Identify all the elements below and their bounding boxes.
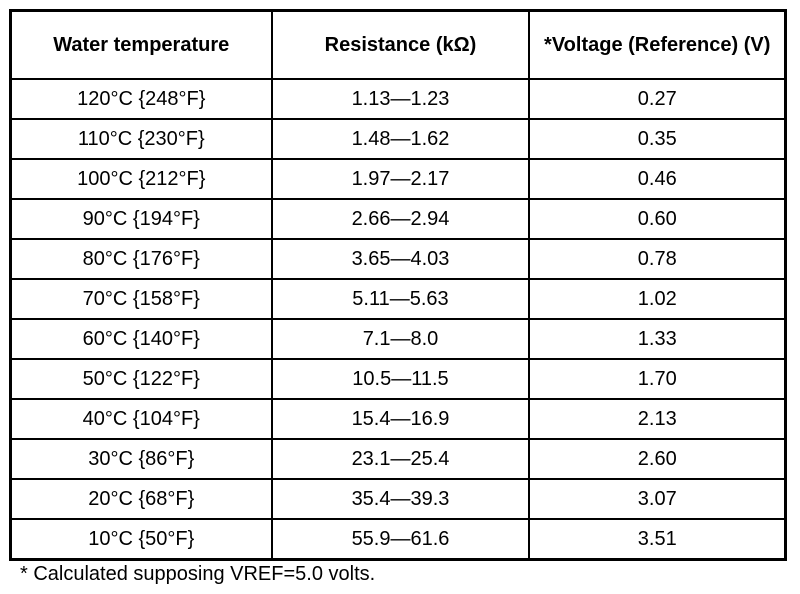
table-row: 30°C {86°F} 23.1—25.4 2.60 xyxy=(9,438,787,480)
resistance-cell: 1.97—2.17 xyxy=(270,158,531,200)
header-resistance: Resistance (kΩ) xyxy=(270,9,531,80)
temperature-cell: 10°C {50°F} xyxy=(9,518,273,561)
table-row: 100°C {212°F} 1.97—2.17 0.46 xyxy=(9,158,787,200)
footnote: * Calculated supposing VREF=5.0 volts. xyxy=(20,563,376,585)
voltage-cell: 0.78 xyxy=(528,238,787,280)
table-row: 40°C {104°F} 15.4—16.9 2.13 xyxy=(9,398,787,440)
resistance-cell: 35.4—39.3 xyxy=(270,478,531,520)
table-row: 20°C {68°F} 35.4—39.3 3.07 xyxy=(9,478,787,520)
table-row: 80°C {176°F} 3.65—4.03 0.78 xyxy=(9,238,787,280)
table-row: 50°C {122°F} 10.5—11.5 1.70 xyxy=(9,358,787,400)
header-row: Water temperature Resistance (kΩ) *Volta… xyxy=(9,9,787,80)
voltage-cell: 0.46 xyxy=(528,158,787,200)
resistance-cell: 10.5—11.5 xyxy=(270,358,531,400)
voltage-cell: 0.35 xyxy=(528,118,787,160)
temperature-cell: 120°C {248°F} xyxy=(9,78,273,120)
header-water-temperature: Water temperature xyxy=(9,9,273,80)
temperature-cell: 40°C {104°F} xyxy=(9,398,273,440)
voltage-cell: 2.60 xyxy=(528,438,787,480)
resistance-cell: 2.66—2.94 xyxy=(270,198,531,240)
table-row: 90°C {194°F} 2.66—2.94 0.60 xyxy=(9,198,787,240)
resistance-cell: 55.9—61.6 xyxy=(270,518,531,561)
resistance-cell: 15.4—16.9 xyxy=(270,398,531,440)
header-voltage: *Voltage (Reference) (V) xyxy=(528,9,787,80)
temperature-cell: 110°C {230°F} xyxy=(9,118,273,160)
temperature-cell: 70°C {158°F} xyxy=(9,278,273,320)
voltage-cell: 0.60 xyxy=(528,198,787,240)
resistance-table: Water temperature Resistance (kΩ) *Volta… xyxy=(9,9,787,561)
table-row: 60°C {140°F} 7.1—8.0 1.33 xyxy=(9,318,787,360)
table-row: 10°C {50°F} 55.9—61.6 3.51 xyxy=(9,518,787,561)
temperature-cell: 80°C {176°F} xyxy=(9,238,273,280)
voltage-cell: 1.02 xyxy=(528,278,787,320)
voltage-cell: 2.13 xyxy=(528,398,787,440)
table-row: 120°C {248°F} 1.13—1.23 0.27 xyxy=(9,78,787,120)
resistance-cell: 5.11—5.63 xyxy=(270,278,531,320)
table-row: 110°C {230°F} 1.48—1.62 0.35 xyxy=(9,118,787,160)
temperature-cell: 90°C {194°F} xyxy=(9,198,273,240)
resistance-cell: 7.1—8.0 xyxy=(270,318,531,360)
temperature-cell: 100°C {212°F} xyxy=(9,158,273,200)
resistance-cell: 23.1—25.4 xyxy=(270,438,531,480)
resistance-cell: 1.13—1.23 xyxy=(270,78,531,120)
voltage-cell: 3.51 xyxy=(528,518,787,561)
temperature-cell: 20°C {68°F} xyxy=(9,478,273,520)
resistance-cell: 1.48—1.62 xyxy=(270,118,531,160)
resistance-cell: 3.65—4.03 xyxy=(270,238,531,280)
voltage-cell: 3.07 xyxy=(528,478,787,520)
voltage-cell: 0.27 xyxy=(528,78,787,120)
temperature-cell: 50°C {122°F} xyxy=(9,358,273,400)
voltage-cell: 1.70 xyxy=(528,358,787,400)
temperature-cell: 30°C {86°F} xyxy=(9,438,273,480)
voltage-cell: 1.33 xyxy=(528,318,787,360)
temperature-cell: 60°C {140°F} xyxy=(9,318,273,360)
table-row: 70°C {158°F} 5.11—5.63 1.02 xyxy=(9,278,787,320)
